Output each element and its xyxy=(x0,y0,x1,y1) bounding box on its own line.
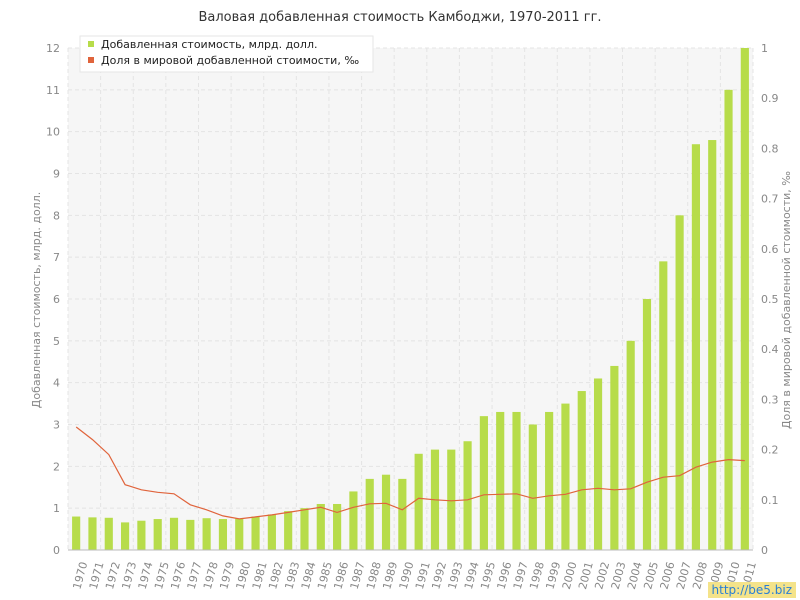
bar-1976 xyxy=(169,517,179,550)
legend-label-line: Доля в мировой добавленной стоимости, ‰ xyxy=(101,54,359,67)
y-tick-label: 7 xyxy=(53,251,60,264)
y2-tick-label: 1 xyxy=(761,42,768,55)
y-tick-label: 8 xyxy=(53,209,60,222)
bar-1988 xyxy=(365,478,374,550)
y2-tick-label: 0.5 xyxy=(761,293,779,306)
bar-1991 xyxy=(414,453,423,550)
bar-series xyxy=(72,48,749,551)
y-tick-label: 9 xyxy=(53,168,60,181)
y2-tick-label: 0.6 xyxy=(761,243,779,256)
legend-swatch-line xyxy=(88,57,94,63)
bar-1983 xyxy=(284,511,293,550)
legend-label-bars: Добавленная стоимость, млрд. долл. xyxy=(101,38,317,51)
bar-1984 xyxy=(300,508,309,550)
bar-1994 xyxy=(463,441,472,550)
y-tick-label: 4 xyxy=(53,377,60,390)
bar-1975 xyxy=(153,519,162,550)
y-tick-label: 6 xyxy=(53,293,60,306)
bar-1998 xyxy=(528,424,537,550)
bar-1977 xyxy=(186,519,195,550)
bar-1978 xyxy=(202,518,211,550)
y2-tick-label: 0.3 xyxy=(761,393,779,406)
y-tick-label: 10 xyxy=(46,126,60,139)
bar-1997 xyxy=(512,411,521,550)
bar-2002 xyxy=(593,378,603,550)
y2-tick-label: 0.8 xyxy=(761,142,779,155)
y2-axis-label: Доля в мировой добавленной стоимости, ‰ xyxy=(780,171,793,429)
y2-tick-label: 0 xyxy=(761,544,768,557)
bar-1973 xyxy=(121,522,130,550)
y-tick-label: 11 xyxy=(46,84,60,97)
bar-2000 xyxy=(561,403,570,550)
chart-title: Валовая добавленная стоимость Камбоджи, … xyxy=(198,10,602,25)
y-tick-label: 5 xyxy=(53,335,60,348)
bar-1981 xyxy=(251,516,260,550)
y-tick-label: 3 xyxy=(53,419,60,432)
watermark-link[interactable]: http://be5.biz xyxy=(707,582,796,598)
y-axis-label: Добавленная стоимость, млрд. долл. xyxy=(30,192,43,408)
y-tick-label: 1 xyxy=(53,502,60,515)
bar-1986 xyxy=(333,503,342,550)
x-axis-ticks: 1970197119721973197419751976197719781979… xyxy=(70,560,758,590)
y-tick-label: 2 xyxy=(53,460,60,473)
bar-2011 xyxy=(740,48,749,550)
bar-2009 xyxy=(708,140,717,551)
bar-1996 xyxy=(496,411,505,550)
bar-1999 xyxy=(545,411,554,550)
legend: Добавленная стоимость, млрд. долл. Доля … xyxy=(79,35,374,73)
bar-2005 xyxy=(642,299,652,550)
bar-1989 xyxy=(381,474,391,550)
share-line xyxy=(75,426,745,520)
y2-axis-ticks: 0 0.1 0.2 0.3 0.4 0.5 0.6 0.7 0.8 0.9 1 xyxy=(761,42,779,557)
y2-tick-label: 0.4 xyxy=(761,343,779,356)
bar-2003 xyxy=(610,365,619,550)
bar-2006 xyxy=(659,261,668,550)
y-tick-label: 12 xyxy=(46,42,60,55)
y2-tick-label: 0.7 xyxy=(761,193,779,206)
y2-tick-label: 0.9 xyxy=(761,92,779,105)
legend-box xyxy=(79,35,374,73)
bar-1987 xyxy=(349,491,358,550)
bar-1990 xyxy=(398,478,407,550)
bar-1979 xyxy=(218,519,228,550)
bar-1974 xyxy=(137,520,146,550)
bar-2008 xyxy=(691,144,700,550)
y-tick-label: 0 xyxy=(53,544,60,557)
bar-1972 xyxy=(104,517,113,550)
bar-2004 xyxy=(626,340,635,550)
bar-1980 xyxy=(235,518,244,550)
legend-swatch-bars xyxy=(88,41,94,47)
bar-1985 xyxy=(316,503,325,550)
bar-1971 xyxy=(88,517,97,550)
bar-1970 xyxy=(72,516,81,550)
bar-2001 xyxy=(577,391,586,550)
bar-2010 xyxy=(724,89,733,550)
bar-2007 xyxy=(675,215,684,551)
bar-1982 xyxy=(267,514,276,550)
y2-tick-label: 0.2 xyxy=(761,444,779,457)
bar-1995 xyxy=(479,416,488,550)
y2-tick-label: 0.1 xyxy=(761,494,779,507)
bar-1993 xyxy=(447,449,456,550)
